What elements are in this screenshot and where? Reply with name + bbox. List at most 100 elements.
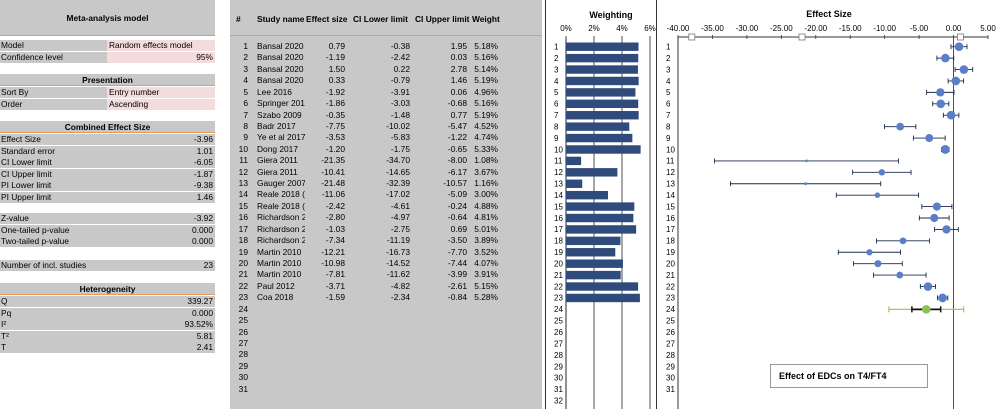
table-row[interactable]: 3 Bansal 2020 (1.50 0.22 2.78 5.14% [230,64,542,75]
heterogeneity-label: Pq [0,308,107,320]
forest-point [959,65,969,74]
study-name-cell: Giera 2011 [257,155,298,166]
forest-row-label: 9 [666,134,671,143]
weight-cell: 5.28% [474,292,498,303]
study-name-cell: Paul 2012 [257,280,295,291]
table-row[interactable]: 22 Paul 2012 -3.71 -4.82 -2.61 5.15% [230,281,542,292]
row-number-cell: 30 [238,372,248,383]
row-number-cell: 19 [238,246,248,257]
effect-size-cell: -7.75 [325,120,345,131]
weighting-bar [566,179,583,188]
effect-size-cell: -10.98 [321,257,345,268]
table-row[interactable]: 26 [230,327,542,338]
table-row[interactable]: 14 Reale 2018 (M -11.06 -17.02 -5.09 3.00% [230,189,542,200]
table-row[interactable]: 10 Dong 2017 -1.20 -1.75 -0.65 5.33% [230,144,542,155]
forest-row-label: 29 [666,362,675,371]
study-name-cell: Coa 2018 [257,292,294,303]
weighting-row-label: 12 [554,168,563,177]
forest-point [899,237,907,245]
weighting-row-label: 16 [554,214,563,223]
row-number-cell: 16 [238,212,248,223]
table-row[interactable]: 25 [230,315,542,326]
table-row[interactable]: 23 Coa 2018 -1.59 -2.34 -0.84 5.28% [230,292,542,303]
test-row: Two-tailed p-value 0.000 [0,236,215,248]
table-row[interactable]: 18 Richardson 20 -7.34 -11.19 -3.50 3.89% [230,235,542,246]
forest-row-label: 1 [666,43,671,52]
table-row[interactable]: 29 [230,361,542,372]
table-row[interactable]: 27 [230,338,542,349]
table-row[interactable]: 28 [230,349,542,360]
table-row[interactable]: 8 Badr 2017 -7.75 -10.02 -5.47 4.52% [230,121,542,132]
table-row[interactable]: 1 Bansal 2020 (0.79 -0.38 1.95 5.18% [230,41,542,52]
weight-cell: 4.88% [474,200,498,211]
effect-size-cell: -11.06 [321,189,345,200]
ci-lower-cell: -3.91 [390,86,410,97]
axis-handle-icon [798,33,806,41]
table-row[interactable]: 13 Gauger 2007 -21.48 -32.39 -10.57 1.16% [230,178,542,189]
heterogeneity-label: I² [0,319,107,331]
table-row[interactable]: 2 Bansal 2020 (-1.19 -2.42 0.03 5.16% [230,52,542,63]
weighting-row-label: 2 [554,54,559,63]
table-row[interactable]: 31 [230,384,542,395]
ci-lower-cell: -14.65 [386,166,410,177]
weighting-tick-label: 2% [588,24,600,33]
weighting-row-label: 19 [554,248,563,257]
table-row[interactable]: 16 Richardson 20 -2.80 -4.97 -0.64 4.81% [230,212,542,223]
col-weight-header: Weight [472,14,500,24]
row-number-cell: 3 [243,63,248,74]
weight-cell: 5.01% [474,223,498,234]
order-value[interactable]: Ascending [107,99,215,111]
forest-tick-label: -10.00 [873,24,896,33]
ci-lower-cell: -2.75 [390,223,410,234]
table-row[interactable]: 17 Richardson 20 -1.03 -2.75 0.69 5.01% [230,224,542,235]
forest-point [940,145,950,154]
ci-lower-cell: -14.52 [386,257,410,268]
forest-svg: -40.00 -35.00 -30.00 -25.00 -20.00 -15.00 -10.… [666,24,996,409]
forest-point [805,159,808,163]
sort-by-value[interactable]: Entry number [107,87,215,99]
confidence-row: Confidence level 95% [0,52,215,64]
table-row[interactable]: 11 Giera 2011 -21.35 -34.70 -8.00 1.08% [230,155,542,166]
combined-value: -3.96 [107,134,215,146]
ci-upper-cell: -0.65 [447,143,467,154]
study-name-cell: Reale 2018 (F [257,200,305,211]
table-row[interactable]: 24 [230,304,542,315]
model-value[interactable]: Random effects model [107,40,215,52]
heterogeneity-value: 2.41 [107,342,215,354]
weighting-row-label: 31 [554,385,563,394]
forest-row-label: 8 [666,122,671,131]
ci-upper-cell: -1.22 [447,132,467,143]
ci-upper-cell: -10.57 [443,178,467,189]
forest-row-label: 24 [666,305,675,314]
table-row[interactable]: 7 Szabo 2009 -0.35 -1.48 0.77 5.19% [230,110,542,121]
test-value: 0.000 [107,236,215,248]
ci-upper-cell: 0.77 [450,109,467,120]
axis-handle-icon [688,33,696,41]
ci-upper-cell: 0.69 [450,223,467,234]
weighting-bar [566,133,633,143]
row-number-cell: 9 [243,132,248,143]
table-row[interactable]: 4 Bansal 2020 (0.33 -0.79 1.46 5.19% [230,75,542,86]
table-row[interactable]: 6 Springer 2012 -1.86 -3.03 -0.68 5.16% [230,98,542,109]
chart-caption[interactable]: Effect of EDCs on T4/FT4 [770,364,928,388]
weight-cell: 4.96% [474,86,498,97]
weighting-bar [566,293,640,303]
ci-upper-cell: 1.95 [450,41,467,51]
weighting-row-label: 22 [554,282,563,291]
confidence-value[interactable]: 95% [107,52,215,64]
study-name-cell: Bansal 2020 ( [257,52,305,63]
combined-effect-point [921,305,931,314]
table-row[interactable]: 20 Martin 2010 -10.98 -14.52 -7.44 4.07% [230,258,542,269]
table-row[interactable]: 30 [230,372,542,383]
row-number-cell: 8 [243,120,248,131]
heterogeneity-label: T [0,342,107,354]
table-row[interactable]: 19 Martin 2010 -12.21 -16.73 -7.70 3.52% [230,247,542,258]
table-row[interactable]: 9 Ye et al 2017 -3.53 -5.83 -1.22 4.74% [230,132,542,143]
forest-row-label: 19 [666,248,675,257]
table-row[interactable]: 21 Martin 2010 -7.81 -11.62 -3.99 3.91% [230,269,542,280]
table-row[interactable]: 5 Lee 2016 -1.92 -3.91 0.06 4.96% [230,87,542,98]
forest-tick-label: -15.00 [839,24,862,33]
table-row[interactable]: 15 Reale 2018 (F -2.42 -4.61 -0.24 4.88% [230,201,542,212]
table-row[interactable]: 12 Giera 2011 -10.41 -14.65 -6.17 3.67% [230,167,542,178]
test-row: Z-value -3.92 [0,213,215,225]
